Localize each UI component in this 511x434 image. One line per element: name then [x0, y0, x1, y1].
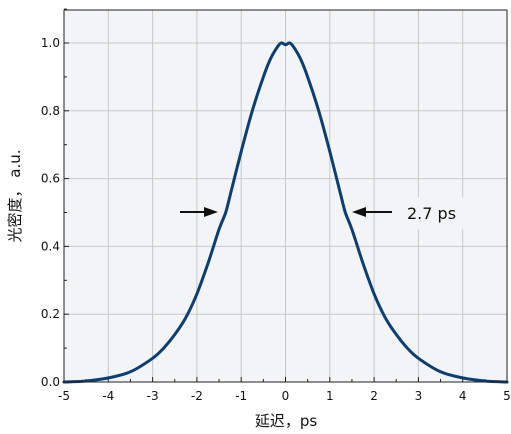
y-tick-label: 0.6 [41, 172, 60, 186]
fwhm-annotation: 2.7 ps [180, 197, 470, 229]
x-tick-label: -3 [147, 389, 159, 403]
x-tick-label: 3 [415, 389, 423, 403]
y-tick-label: 0.0 [41, 375, 60, 389]
y-axis-ticks: 0.0 0.2 0.4 0.6 0.8 1.0 [41, 8, 69, 389]
y-axis-title: 光密度， a.u. [6, 149, 24, 242]
x-tick-label: -4 [102, 389, 114, 403]
x-tick-label: 1 [326, 389, 334, 403]
annotation-box [395, 197, 470, 229]
x-axis-title: 延迟，ps [255, 412, 318, 430]
plot-frame [63, 9, 508, 383]
x-tick-label: 4 [459, 389, 467, 403]
y-tick-label: 1.0 [41, 36, 60, 50]
x-tick-label: 2 [370, 389, 378, 403]
x-tick-label: 0 [282, 389, 290, 403]
x-tick-label: -2 [191, 389, 203, 403]
y-tick-label: 0.8 [41, 104, 60, 118]
x-axis-ticks: -5 -4 -3 -2 -1 0 1 2 3 4 5 [58, 377, 511, 403]
grid [64, 10, 507, 382]
x-tick-label: 5 [503, 389, 511, 403]
annotation-label: 2.7 ps [407, 204, 456, 223]
y-tick-label: 0.4 [41, 239, 60, 253]
x-tick-label: -1 [235, 389, 247, 403]
y-tick-label: 0.2 [41, 307, 60, 321]
left-arrow-head-icon [204, 207, 218, 217]
data-line [62, 41, 509, 384]
right-arrow-head-icon [352, 207, 366, 217]
x-tick-label: -5 [58, 389, 70, 403]
